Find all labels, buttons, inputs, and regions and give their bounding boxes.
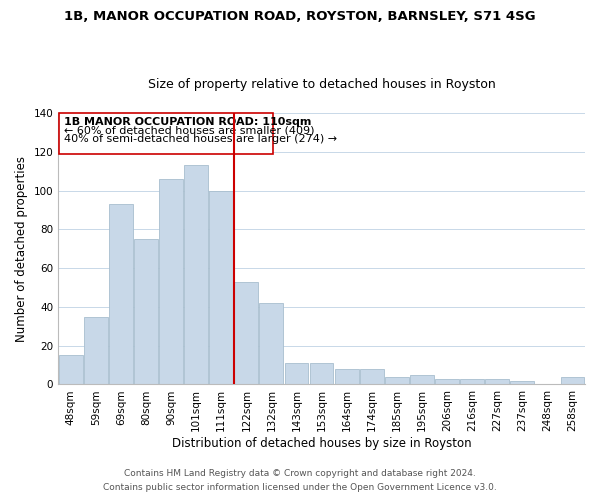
Bar bbox=[59, 356, 83, 384]
Text: 1B, MANOR OCCUPATION ROAD, ROYSTON, BARNSLEY, S71 4SG: 1B, MANOR OCCUPATION ROAD, ROYSTON, BARN… bbox=[64, 10, 536, 23]
Text: ← 60% of detached houses are smaller (409): ← 60% of detached houses are smaller (40… bbox=[64, 126, 315, 136]
Bar bbox=[109, 204, 133, 384]
Bar bbox=[435, 378, 459, 384]
Bar bbox=[284, 363, 308, 384]
Bar bbox=[360, 369, 383, 384]
Bar bbox=[84, 316, 108, 384]
FancyBboxPatch shape bbox=[59, 113, 272, 154]
Bar bbox=[485, 378, 509, 384]
Bar bbox=[335, 369, 359, 384]
Title: Size of property relative to detached houses in Royston: Size of property relative to detached ho… bbox=[148, 78, 496, 91]
Bar bbox=[460, 378, 484, 384]
Y-axis label: Number of detached properties: Number of detached properties bbox=[15, 156, 28, 342]
Bar bbox=[511, 380, 534, 384]
Bar bbox=[259, 303, 283, 384]
Text: 1B MANOR OCCUPATION ROAD: 110sqm: 1B MANOR OCCUPATION ROAD: 110sqm bbox=[64, 117, 312, 127]
Bar bbox=[184, 166, 208, 384]
Bar bbox=[134, 239, 158, 384]
Bar bbox=[385, 376, 409, 384]
Bar bbox=[310, 363, 334, 384]
Bar bbox=[159, 179, 183, 384]
Bar bbox=[410, 375, 434, 384]
Bar bbox=[235, 282, 258, 385]
Text: Contains HM Land Registry data © Crown copyright and database right 2024.: Contains HM Land Registry data © Crown c… bbox=[124, 468, 476, 477]
Text: 40% of semi-detached houses are larger (274) →: 40% of semi-detached houses are larger (… bbox=[64, 134, 338, 144]
Bar bbox=[560, 376, 584, 384]
Text: Contains public sector information licensed under the Open Government Licence v3: Contains public sector information licen… bbox=[103, 484, 497, 492]
X-axis label: Distribution of detached houses by size in Royston: Distribution of detached houses by size … bbox=[172, 437, 472, 450]
Bar bbox=[209, 190, 233, 384]
